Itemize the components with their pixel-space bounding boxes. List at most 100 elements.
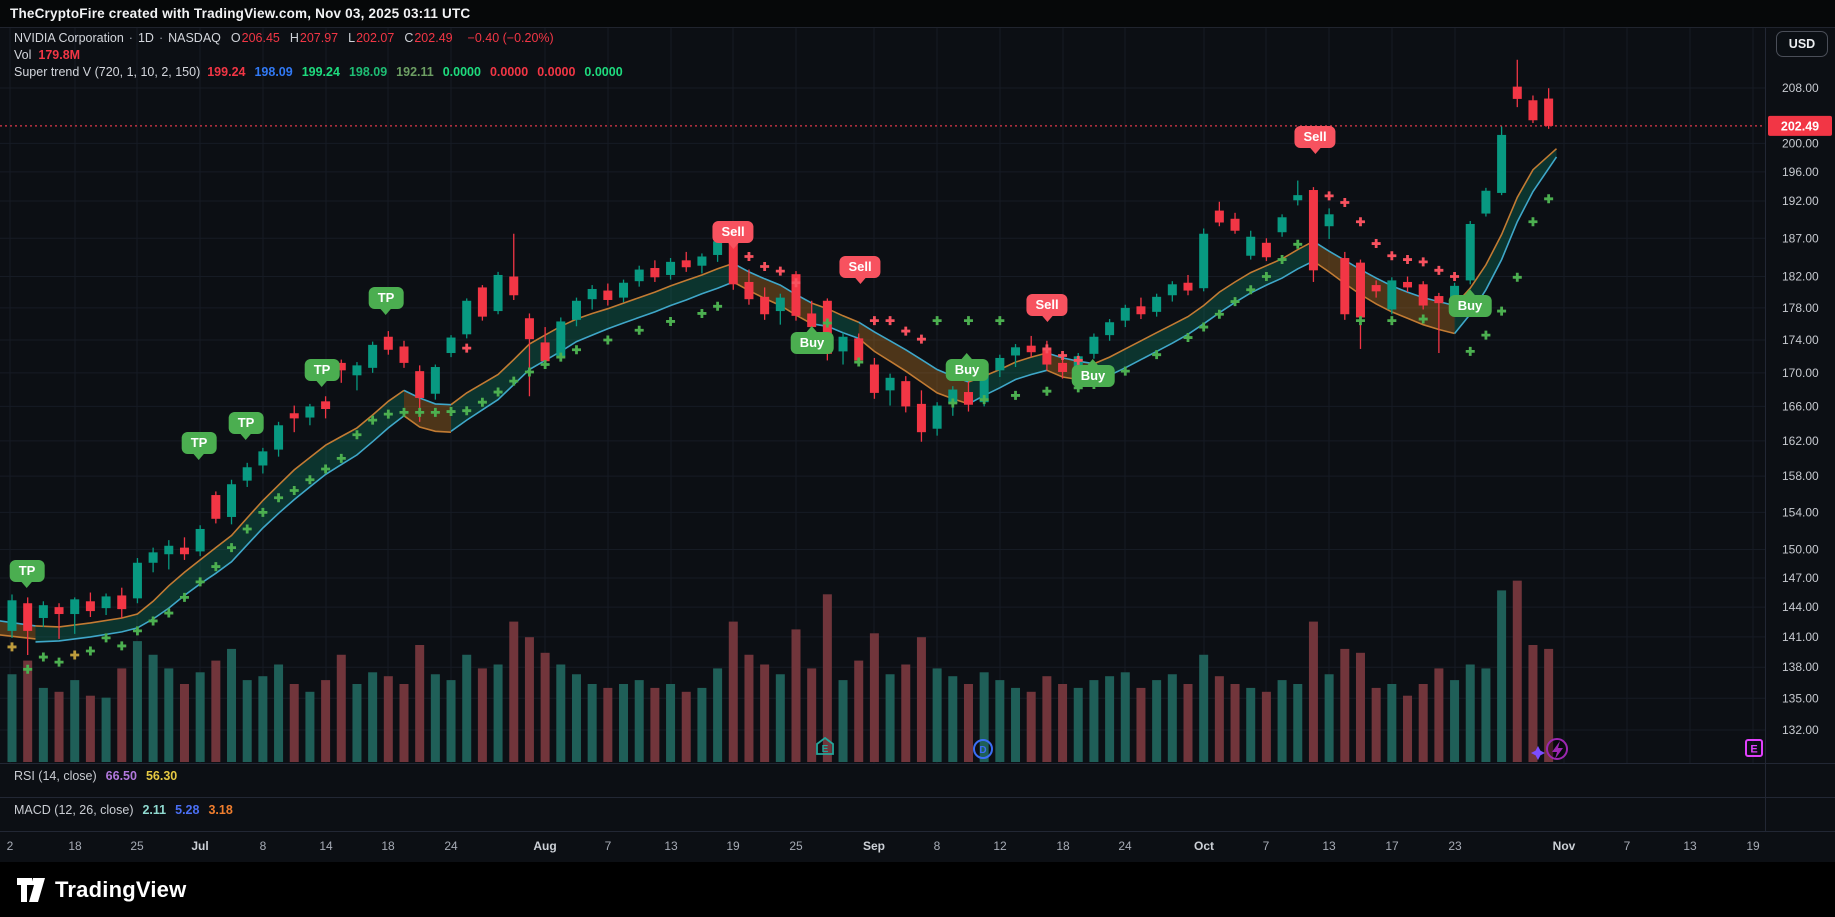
candle-body <box>352 365 362 376</box>
time-axis-label: 18 <box>381 839 395 853</box>
candle-body <box>1277 217 1287 233</box>
tradingview-logo-text[interactable]: TradingView <box>55 876 187 902</box>
price-axis-label: 182.00 <box>1782 270 1819 284</box>
price-axis-label: 132.00 <box>1782 723 1819 737</box>
take-profit-tag: TP <box>228 412 264 440</box>
candle-body <box>728 243 738 285</box>
timeframe-label[interactable]: 1D <box>137 31 154 45</box>
time-axis[interactable] <box>0 831 1766 862</box>
candle-body <box>979 372 989 403</box>
volume-bar <box>666 684 676 762</box>
time-axis-label: 23 <box>1448 839 1462 853</box>
supertrend-value: 198.09 <box>254 65 293 79</box>
green-cross-marker <box>242 524 252 534</box>
candle-body <box>571 300 581 320</box>
volume-legend-row[interactable]: Vol 179.8M <box>14 48 632 63</box>
volume-bar <box>305 691 315 762</box>
candle-body <box>274 425 284 450</box>
candle-body <box>1089 336 1099 354</box>
ohlc-letter: H <box>289 31 299 45</box>
take-profit-tag: TP <box>181 432 217 460</box>
supertrend-legend-row[interactable]: Super trend V (720, 1, 10, 2, 150) 199.2… <box>14 65 632 80</box>
red-cross-marker <box>1073 355 1083 365</box>
candle-body <box>697 256 707 266</box>
macd-indicator-row[interactable]: MACD (12, 26, close) 2.11 5.28 3.18 <box>14 803 233 817</box>
volume-bar <box>1011 687 1021 762</box>
green-cross-marker <box>179 592 189 602</box>
buy-signal-tag: Buy <box>1448 289 1492 317</box>
supertrend-lower-line <box>403 415 452 433</box>
volume-bar <box>336 654 346 762</box>
candle-body <box>556 321 566 357</box>
candle-body <box>650 268 660 278</box>
candle-body <box>838 336 848 352</box>
green-cross-marker <box>1481 330 1491 340</box>
red-cross-marker <box>1450 272 1460 282</box>
volume-bar <box>1214 676 1224 762</box>
green-cross-marker <box>1293 239 1303 249</box>
candle-body <box>211 495 221 519</box>
rsi-indicator-row[interactable]: RSI (14, close) 66.50 56.30 <box>14 769 177 783</box>
indicator-value: 66.50 <box>105 769 137 783</box>
exchange-label: NASDAQ <box>168 31 221 45</box>
green-cross-marker <box>1183 333 1193 343</box>
change-value: −0.40 (−0.20%) <box>460 31 554 45</box>
earnings-icon <box>816 736 834 755</box>
event-square-icon <box>1745 739 1763 757</box>
volume-bar <box>352 684 362 762</box>
time-axis-label: 17 <box>1385 839 1399 853</box>
dividend-icon <box>973 739 993 759</box>
price-axis-label: 170.00 <box>1782 366 1819 380</box>
candle-body <box>430 367 440 394</box>
ohlc-value: 206.45 <box>241 31 280 45</box>
volume-bar <box>117 668 127 762</box>
volume-bar <box>274 664 284 762</box>
time-axis-label: 7 <box>605 839 612 853</box>
candle-body <box>242 467 252 481</box>
red-cross-marker <box>885 316 895 326</box>
volume-bar <box>603 687 613 762</box>
candle-body <box>885 377 895 391</box>
green-cross-marker <box>1465 346 1475 356</box>
macd-label: MACD (12, 26, close) <box>14 803 134 817</box>
green-cross-marker <box>1214 309 1224 319</box>
volume-bar <box>195 672 205 762</box>
volume-bar <box>1246 687 1256 762</box>
candle-body <box>101 596 111 609</box>
green-cross-marker <box>164 608 174 618</box>
green-cross-marker <box>368 415 378 425</box>
candle-body <box>1434 296 1444 304</box>
volume-bar <box>23 660 33 762</box>
time-axis-label: 14 <box>319 839 333 853</box>
time-axis-label: 7 <box>1624 839 1631 853</box>
green-cross-marker <box>1120 366 1130 376</box>
volume-bar <box>1167 674 1177 762</box>
ohlc-values: O206.45 H207.97 L202.07 C202.49 <box>221 31 453 46</box>
candle-body <box>462 300 472 335</box>
candle-body <box>321 401 331 409</box>
candle-body <box>1465 223 1475 281</box>
candle-body <box>634 269 644 282</box>
symbol-legend-row[interactable]: NVIDIA Corporation · 1D · NASDAQ O206.45… <box>14 31 632 46</box>
time-axis-label: Sep <box>863 839 885 853</box>
tradingview-logo-icon[interactable] <box>16 877 46 903</box>
candle-body <box>1167 284 1177 296</box>
supertrend-band-fill <box>451 263 734 432</box>
candle-body <box>1136 306 1146 315</box>
volume-bar <box>556 664 566 762</box>
take-profit-tag: TP <box>304 359 340 387</box>
time-axis-label: Oct <box>1194 839 1214 853</box>
indicator-value: 3.18 <box>208 803 233 817</box>
red-cross-marker <box>791 278 801 288</box>
green-cross-marker <box>195 577 205 587</box>
green-cross-marker <box>666 316 676 326</box>
volume-bar <box>1340 648 1350 762</box>
green-cross-marker <box>1246 285 1256 295</box>
time-axis-label: 19 <box>726 839 740 853</box>
volume-bar <box>838 680 848 762</box>
currency-usd-button[interactable]: USD <box>1776 31 1828 57</box>
volume-bar <box>571 674 581 762</box>
price-axis[interactable] <box>1766 27 1835 831</box>
